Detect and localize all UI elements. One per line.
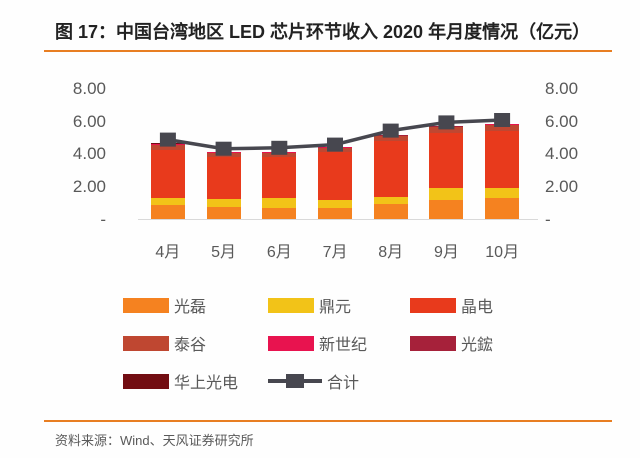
tick-label-left: - xyxy=(100,210,106,229)
bar-segment-光磊 xyxy=(262,207,297,220)
bar-segment-晶电 xyxy=(206,156,241,199)
legend-swatch-icon xyxy=(268,297,314,313)
bar-segment-鼎元 xyxy=(206,198,241,207)
bar-segment-光磊 xyxy=(150,205,185,220)
legend-item-合计: 合计 xyxy=(268,371,360,392)
legend-row: 华上光电 合计 xyxy=(123,371,593,409)
legend-label: 新世纪 xyxy=(319,337,368,354)
tick-label-left: 8.00 xyxy=(72,78,106,98)
tick-label-left: 6.00 xyxy=(72,111,106,131)
tick-label-right: 4.00 xyxy=(545,144,579,164)
month-label: 7月 xyxy=(322,244,348,261)
bar-column xyxy=(150,143,185,220)
bar-segment-鼎元 xyxy=(262,197,297,208)
bar-slot-6月 xyxy=(251,84,307,220)
legend-swatch-icon xyxy=(123,335,169,351)
legend-label: 合计 xyxy=(327,375,360,392)
x-axis-labels: 4月 5月 6月 7月 8月 9月 10月 xyxy=(140,238,530,262)
title-divider xyxy=(44,50,612,52)
total-line-marker xyxy=(494,113,511,127)
bar-segment-光磊 xyxy=(429,199,464,220)
legend-label: 光磊 xyxy=(174,299,207,316)
bar-segment-鼎元 xyxy=(485,188,520,198)
bar-segment-晶电 xyxy=(485,130,520,189)
month-label: 10月 xyxy=(485,244,520,261)
tick-label-right: 2.00 xyxy=(545,177,579,197)
legend-item-泰谷: 泰谷 xyxy=(123,333,207,354)
bar-segment-晶电 xyxy=(429,133,464,189)
legend-item-华上光电: 华上光电 xyxy=(123,371,239,392)
legend-item-新世纪: 新世纪 xyxy=(268,333,368,354)
tick-label-left: 2.00 xyxy=(72,177,106,197)
legend: 光磊 鼎元 晶电泰谷 新世纪 光鋐华上光电 合计 xyxy=(123,295,593,409)
total-line-marker xyxy=(271,140,288,155)
tick-label-right: 8.00 xyxy=(545,78,579,98)
legend-label: 晶电 xyxy=(461,299,494,316)
bar-segment-泰谷 xyxy=(150,144,185,150)
month-label: 4月 xyxy=(155,244,181,261)
legend-item-鼎元: 鼎元 xyxy=(268,295,352,316)
bar-segment-泰谷 xyxy=(429,127,464,134)
bar-column xyxy=(429,126,464,220)
total-line-marker xyxy=(382,123,399,138)
legend-label: 光鋐 xyxy=(461,337,494,354)
bar-segment-晶电 xyxy=(318,151,353,200)
legend-swatch-icon xyxy=(268,335,314,351)
legend-label: 鼎元 xyxy=(319,299,352,316)
month-label: 8月 xyxy=(378,244,404,261)
tick-label-right: 6.00 xyxy=(545,111,579,131)
total-line-marker xyxy=(438,115,455,130)
total-line-marker xyxy=(327,137,343,152)
legend-item-光鋐: 光鋐 xyxy=(410,333,494,354)
bar-segment-泰谷 xyxy=(373,136,408,142)
tick-label-right: - xyxy=(545,210,551,229)
legend-swatch-icon xyxy=(410,297,456,313)
month-label: 9月 xyxy=(434,244,459,261)
x-axis-line xyxy=(138,219,538,220)
bar-slot-4月 xyxy=(140,84,196,220)
bar-slot-9月 xyxy=(419,84,475,220)
bar-segment-鼎元 xyxy=(429,188,464,200)
legend-swatch-icon xyxy=(123,373,169,389)
legend-line-marker-icon xyxy=(268,373,322,389)
footer-divider xyxy=(44,420,612,422)
month-label: 5月 xyxy=(211,244,237,261)
bar-segment-泰谷 xyxy=(485,124,520,131)
figure-title: 图 17：中国台湾地区 LED 芯片环节收入 2020 年月度情况（亿元） xyxy=(55,22,591,42)
legend-label: 华上光电 xyxy=(174,375,239,392)
month-label: 6月 xyxy=(266,244,292,261)
legend-label: 泰谷 xyxy=(174,337,207,354)
legend-item-光磊: 光磊 xyxy=(123,295,207,316)
bar-segment-光磊 xyxy=(373,204,408,220)
bar-segment-晶电 xyxy=(373,141,408,198)
bar-segment-鼎元 xyxy=(373,197,408,205)
bar-segment-光磊 xyxy=(206,206,241,220)
bar-segment-晶电 xyxy=(150,149,185,198)
bar-column xyxy=(485,123,520,220)
bar-segment-鼎元 xyxy=(318,199,353,208)
bar-slot-5月 xyxy=(196,84,252,220)
total-line-marker xyxy=(215,141,232,156)
bar-segment-光磊 xyxy=(318,207,353,220)
total-line-marker xyxy=(159,132,176,147)
tick-label-left: 4.00 xyxy=(72,144,106,164)
bar-column xyxy=(206,151,241,220)
bars-container xyxy=(140,84,530,220)
legend-item-晶电: 晶电 xyxy=(410,295,494,316)
bar-segment-鼎元 xyxy=(150,197,185,206)
source-text: 资料来源：Wind、天风证券研究所 xyxy=(55,433,254,448)
bar-segment-光磊 xyxy=(485,197,520,220)
legend-row: 光磊 鼎元 晶电 xyxy=(123,295,593,333)
legend-row: 泰谷 新世纪 光鋐 xyxy=(123,333,593,371)
bar-slot-10月 xyxy=(474,84,530,220)
bar-segment-泰谷 xyxy=(262,152,297,157)
bar-segment-晶电 xyxy=(262,156,297,198)
bar-column xyxy=(262,151,297,220)
total-line xyxy=(159,113,511,156)
legend-swatch-icon xyxy=(410,335,456,351)
legend-swatch-icon xyxy=(123,297,169,313)
